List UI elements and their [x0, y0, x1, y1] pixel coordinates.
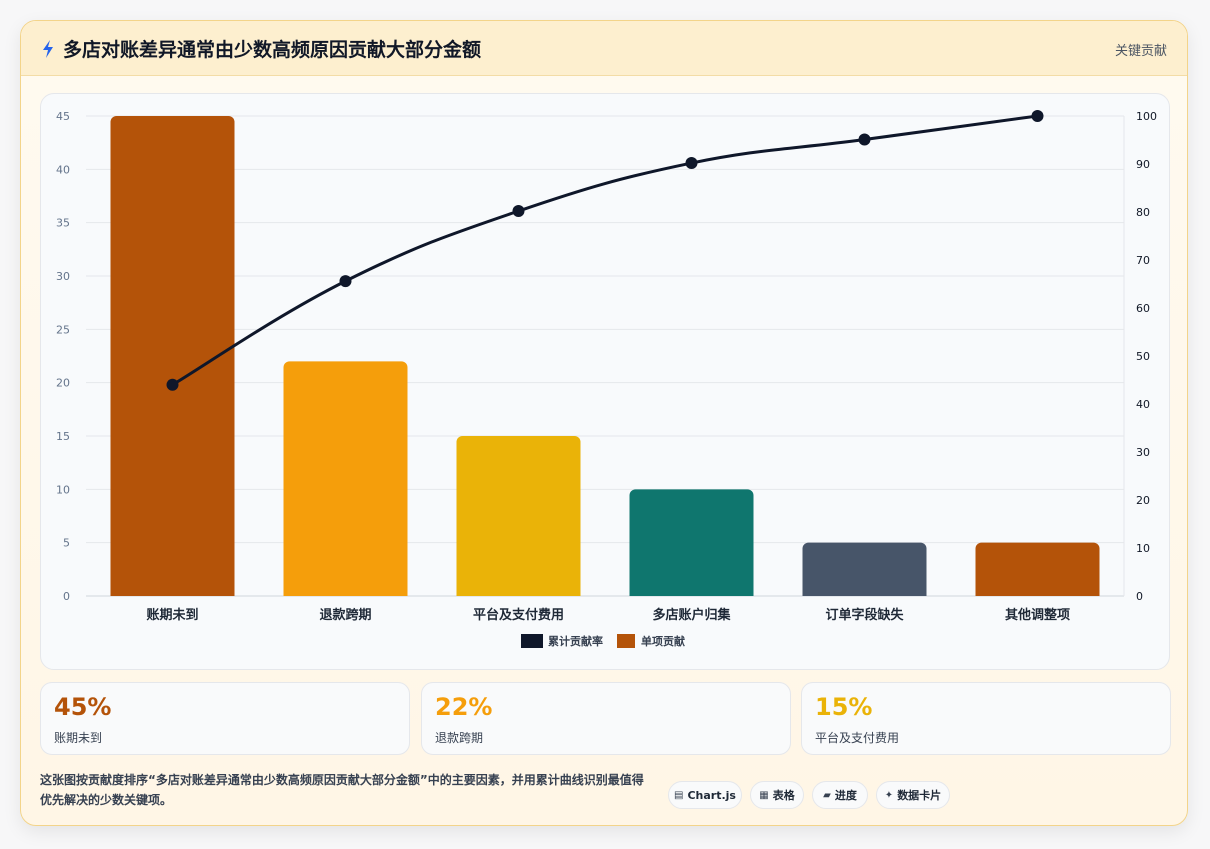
stat-card-2: 22% 退款跨期	[421, 682, 791, 755]
y-tick-label: 10	[56, 483, 70, 496]
chart-svg: 0 5 10 15 20 25 30 35 40 45 0 10 20 30 40 50 60 70 80 90 100…	[56, 110, 1157, 648]
page-title: 多店对账差异通常由少数高频原因贡献大部分金额	[63, 39, 482, 61]
stat-card-3: 15% 平台及支付费用	[801, 682, 1171, 755]
pill-label: 数据卡片	[897, 789, 942, 802]
pill-label: Chart.js	[687, 788, 736, 802]
y-tick-label: 30	[56, 270, 70, 283]
cumulative-point	[166, 378, 179, 391]
bar	[456, 436, 581, 596]
legend-label: 单项贡献	[641, 634, 685, 648]
x-tick-label: 多店账户归集	[652, 607, 731, 623]
bar	[110, 116, 235, 596]
stat-label: 退款跨期	[435, 731, 484, 745]
bar-base	[110, 590, 235, 596]
bar	[802, 542, 927, 596]
y2-tick-label: 70	[1136, 254, 1150, 267]
y-tick-label: 45	[56, 110, 70, 123]
stat-label: 账期未到	[54, 731, 103, 745]
x-tick-label: 退款跨期	[319, 607, 371, 623]
y-tick-label: 25	[56, 323, 70, 336]
bar	[629, 489, 754, 596]
pill-data-card[interactable]: ✦ 数据卡片	[876, 781, 950, 809]
y2-tick-label: 10	[1136, 542, 1150, 555]
stat-label: 平台及支付费用	[815, 731, 900, 745]
stat-card-1: 45% 账期未到	[40, 682, 410, 755]
bar	[283, 361, 408, 596]
stat-value: 45%	[54, 693, 112, 721]
chart-icon: ▤	[674, 789, 684, 801]
pill-label: 表格	[772, 789, 795, 802]
y-tick-label: 15	[56, 430, 70, 443]
y2-tick-label: 20	[1136, 494, 1150, 507]
y2-tick-label: 0	[1136, 590, 1143, 603]
y-tick-label: 5	[63, 537, 70, 550]
key-contribution-label: 关键贡献	[1114, 44, 1167, 59]
y2-tick-label: 100	[1136, 110, 1157, 123]
legend-swatch-single	[617, 634, 635, 648]
legend-label: 累计贡献率	[548, 634, 603, 648]
stat-value: 22%	[435, 693, 493, 721]
progress-icon: ▰	[823, 789, 831, 801]
bar-base	[975, 590, 1100, 596]
y2-tick-label: 90	[1136, 158, 1150, 171]
y-tick-label: 0	[63, 590, 70, 603]
x-tick-label: 平台及支付费用	[473, 607, 564, 623]
pill-progress[interactable]: ▰ 进度	[812, 781, 868, 809]
chart-card: 多店对账差异通常由少数高频原因贡献大部分金额 关键贡献 0 5 10 15 20 25 30…	[20, 20, 1188, 826]
table-icon: ▦	[759, 789, 769, 801]
cumulative-point	[512, 205, 525, 218]
legend-swatch-cumulative	[521, 634, 543, 648]
y-tick-label: 40	[56, 163, 70, 176]
y2-tick-label: 80	[1136, 206, 1150, 219]
lightning-icon	[43, 40, 53, 58]
stat-value: 15%	[815, 693, 873, 721]
bar-base	[456, 590, 581, 596]
x-tick-label: 账期未到	[146, 607, 198, 623]
y2-tick-label: 60	[1136, 302, 1150, 315]
card-header: 多店对账差异通常由少数高频原因贡献大部分金额 关键贡献	[21, 21, 1187, 76]
y-tick-label: 35	[56, 217, 70, 230]
bar-base	[629, 590, 754, 596]
chart-description: 这张图按贡献度排序“多店对账差异通常由少数高频原因贡献大部分金额”中的主要因素，…	[40, 773, 644, 807]
sparkle-icon: ✦	[884, 789, 894, 801]
bar-base	[283, 590, 408, 596]
bar	[975, 542, 1100, 596]
y2-tick-label: 50	[1136, 350, 1150, 363]
cumulative-point	[685, 157, 698, 170]
y-tick-label: 20	[56, 377, 70, 390]
cumulative-line	[171, 114, 1038, 387]
x-tick-label: 其他调整项	[1005, 607, 1070, 623]
pill-chartjs[interactable]: ▤ Chart.js	[668, 781, 742, 809]
pill-label: 进度	[834, 789, 857, 802]
bar-base	[802, 590, 927, 596]
pill-table[interactable]: ▦ 表格	[750, 781, 804, 809]
cumulative-point	[1031, 110, 1044, 122]
pareto-chart: 0 5 10 15 20 25 30 35 40 45 0 10 20 30 40 50 60 70 80 90 100…	[40, 93, 1170, 670]
y2-tick-label: 40	[1136, 398, 1150, 411]
cumulative-point	[339, 275, 352, 288]
x-tick-label: 订单字段缺失	[825, 607, 904, 623]
cumulative-point	[858, 133, 871, 146]
y2-tick-label: 30	[1136, 446, 1150, 459]
